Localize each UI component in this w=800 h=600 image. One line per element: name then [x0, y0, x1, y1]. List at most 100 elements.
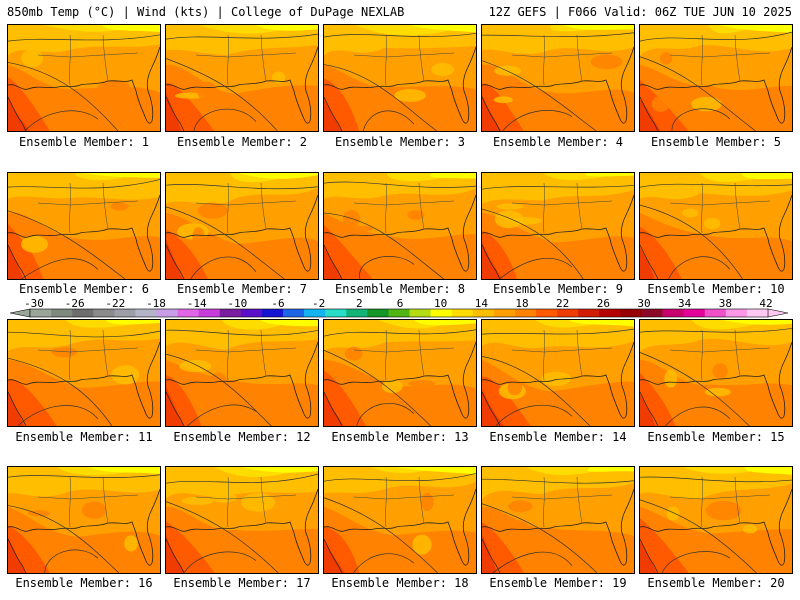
ensemble-member-label: Ensemble Member: 11 — [15, 430, 153, 444]
colorbar-swatch — [156, 309, 178, 317]
colorbar-swatch — [51, 309, 73, 317]
ensemble-map-panel — [165, 319, 319, 427]
temperature-field-map — [8, 25, 160, 131]
ensemble-member-label: Ensemble Member: 6 — [18, 282, 150, 296]
temperature-field-map — [166, 25, 318, 131]
ensemble-map-panel — [7, 24, 161, 132]
temperature-field-map — [640, 25, 792, 131]
temperature-field-map — [166, 173, 318, 279]
ensemble-map-panel — [165, 466, 319, 574]
colorbar-tick-label: -22 — [105, 297, 125, 310]
colorbar-tick-label: 10 — [434, 297, 447, 310]
colorbar-swatch — [746, 309, 769, 317]
ensemble-map-panel — [639, 24, 793, 132]
temperature-field-map — [640, 467, 792, 573]
colorbar-swatch — [451, 309, 474, 317]
colorbar-tick-label: 2 — [356, 297, 363, 310]
colorbar-swatch — [72, 309, 94, 317]
ensemble-map-panel — [639, 319, 793, 427]
temperature-field-map — [324, 320, 476, 426]
colorbar-swatch — [662, 309, 684, 317]
colorbar-outline — [29, 308, 769, 318]
temperature-field-map — [482, 320, 634, 426]
ensemble-member-label: Ensemble Member: 12 — [173, 430, 311, 444]
colorbar-tick-label: 14 — [475, 297, 489, 310]
ensemble-member-label: Ensemble Member: 8 — [334, 282, 466, 296]
colorbar-tick-label: -30 — [24, 297, 44, 310]
ensemble-member-label: Ensemble Member: 1 — [18, 135, 150, 149]
ensemble-member-label: Ensemble Member: 14 — [489, 430, 627, 444]
ensemble-member-label: Ensemble Member: 20 — [647, 576, 785, 590]
ensemble-map-panel — [481, 319, 635, 427]
colorbar-tick-label: -6 — [271, 297, 284, 310]
ensemble-map-panel — [639, 172, 793, 280]
temperature-field-map — [324, 467, 476, 573]
temperature-field-map — [640, 320, 792, 426]
colorbar-swatch — [304, 309, 326, 317]
colorbar-swatch — [93, 309, 115, 317]
temperature-field-map — [8, 467, 160, 573]
colorbar-tick-label: -14 — [187, 297, 207, 310]
ensemble-map-panel — [165, 172, 319, 280]
ensemble-member-label: Ensemble Member: 10 — [647, 282, 785, 296]
ensemble-member-label: Ensemble Member: 15 — [647, 430, 785, 444]
colorbar-tick-label: 18 — [515, 297, 528, 310]
model-run-info: 12Z GEFS | F066 Valid: 06Z TUE JUN 10 20… — [488, 5, 792, 19]
colorbar-swatch — [599, 309, 621, 317]
ensemble-member-label: Ensemble Member: 16 — [15, 576, 153, 590]
colorbar-swatch — [514, 309, 537, 317]
ensemble-map-panel — [639, 466, 793, 574]
temperature-field-map — [8, 173, 160, 279]
colorbar-swatch — [409, 309, 431, 317]
colorbar-swatch — [219, 309, 242, 317]
colorbar-tick-label: 42 — [759, 297, 772, 310]
colorbar-tick-label: 26 — [597, 297, 610, 310]
colorbar-swatch — [261, 309, 284, 317]
ensemble-member-label: Ensemble Member: 4 — [492, 135, 624, 149]
colorbar-swatch — [177, 309, 199, 317]
colorbar-tick-label: -10 — [227, 297, 247, 310]
colorbar-swatch — [493, 309, 516, 317]
temperature-field-map — [166, 320, 318, 426]
colorbar-swatch — [472, 309, 495, 317]
ensemble-member-label: Ensemble Member: 2 — [176, 135, 308, 149]
colorbar-tick-label: 6 — [397, 297, 404, 310]
ensemble-map-panel — [323, 24, 477, 132]
ensemble-map-panel — [7, 319, 161, 427]
colorbar-tick-label: 30 — [637, 297, 650, 310]
temperature-field-map — [324, 173, 476, 279]
ensemble-map-panel — [323, 466, 477, 574]
temperature-field-map — [166, 467, 318, 573]
colorbar-swatch — [704, 309, 727, 317]
colorbar-swatch — [536, 309, 558, 317]
ensemble-map-panel — [481, 466, 635, 574]
colorbar-swatch — [725, 309, 748, 317]
colorbar-swatch — [557, 309, 579, 317]
ensemble-map-panel — [165, 24, 319, 132]
colorbar-tick-label: 22 — [556, 297, 569, 310]
colorbar-swatch — [283, 309, 305, 317]
ensemble-member-label: Ensemble Member: 19 — [489, 576, 627, 590]
ensemble-member-label: Ensemble Member: 18 — [331, 576, 469, 590]
colorbar-tick-label: -2 — [312, 297, 325, 310]
temperature-field-map — [324, 25, 476, 131]
ensemble-map-panel — [7, 466, 161, 574]
colorbar-swatch — [388, 309, 410, 317]
colorbar-tick-label: 38 — [719, 297, 732, 310]
temperature-field-map — [482, 173, 634, 279]
colorbar-swatch — [240, 309, 263, 317]
temperature-field-map — [482, 467, 634, 573]
temperature-field-map — [640, 173, 792, 279]
colorbar-swatch — [346, 309, 368, 317]
colorbar-swatch — [683, 309, 706, 317]
colorbar-tick-label: 34 — [678, 297, 692, 310]
ensemble-member-label: Ensemble Member: 9 — [492, 282, 624, 296]
colorbar-swatch — [198, 309, 221, 317]
ensemble-member-label: Ensemble Member: 5 — [650, 135, 782, 149]
ensemble-member-label: Ensemble Member: 3 — [334, 135, 466, 149]
colorbar-tick-label: -26 — [65, 297, 85, 310]
colorbar-swatch — [135, 309, 157, 317]
temperature-colorbar: -30 -26 -22 -18 -14 -10 -6 -2 2 6 10 14 18 22 26 30 34 38… — [9, 297, 789, 318]
ensemble-map-panel — [7, 172, 161, 280]
colorbar-low-arrow — [9, 308, 31, 318]
